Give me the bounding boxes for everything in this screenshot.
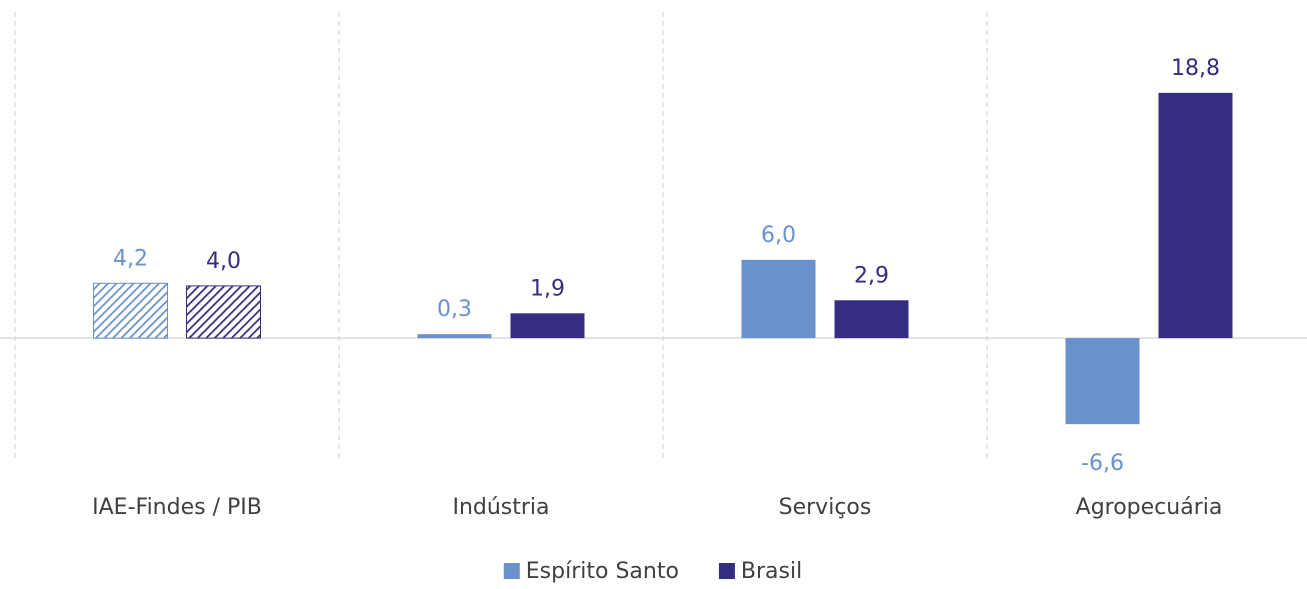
- value-label: 6,0: [761, 223, 796, 248]
- legend: Espírito Santo Brasil: [503, 559, 802, 584]
- bar: [741, 259, 816, 339]
- bar: [417, 334, 492, 339]
- legend-swatch: [503, 563, 520, 579]
- bar: [186, 285, 261, 339]
- x-tick-label: Serviços: [779, 495, 872, 520]
- legend-swatch: [718, 563, 735, 579]
- value-label: 2,9: [854, 263, 889, 288]
- bar: [510, 313, 585, 339]
- x-tick-label: IAE-Findes / PIB: [92, 495, 262, 520]
- value-label: 18,8: [1171, 56, 1220, 81]
- bar: [1065, 338, 1140, 425]
- legend-label: Brasil: [741, 559, 802, 584]
- value-label: -6,6: [1081, 451, 1124, 476]
- bar: [834, 300, 909, 339]
- value-label: 0,3: [437, 297, 472, 322]
- value-label: 4,2: [113, 246, 148, 271]
- x-tick-label: Agropecuária: [1076, 495, 1223, 520]
- value-label: 4,0: [206, 249, 241, 274]
- bar: [1158, 92, 1233, 339]
- bar: [93, 282, 168, 339]
- value-label: 1,9: [530, 276, 565, 301]
- x-tick-label: Indústria: [452, 495, 549, 520]
- legend-label: Espírito Santo: [526, 559, 679, 584]
